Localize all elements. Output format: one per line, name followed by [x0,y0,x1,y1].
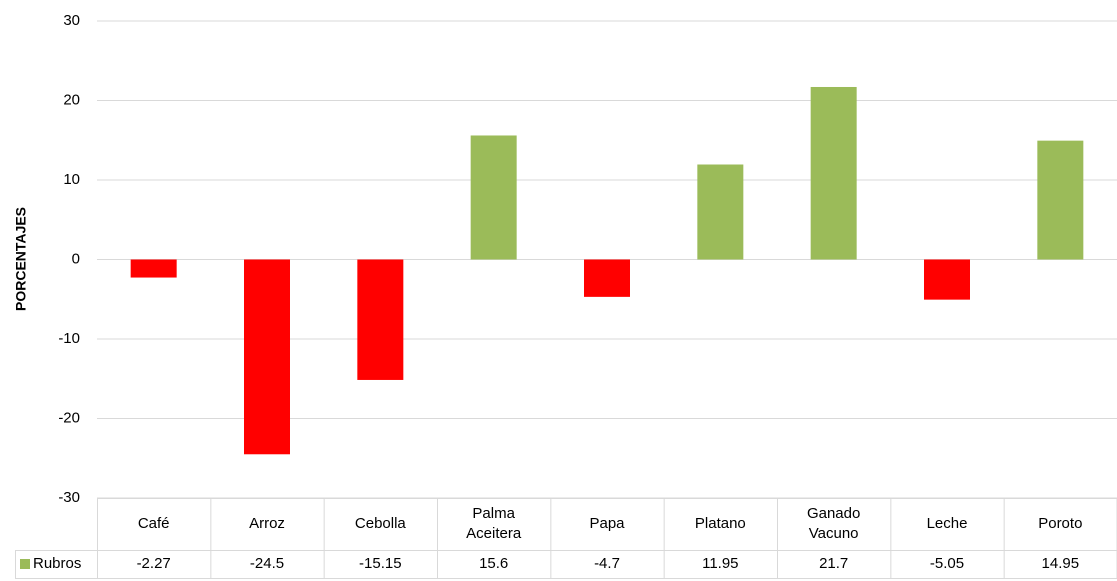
table-value: -4.7 [594,555,620,572]
bar [924,259,970,300]
y-axis-label: PORCENTAJES [13,207,29,311]
bar [584,259,630,297]
y-tick-label: -30 [58,489,80,506]
y-tick-label: 20 [63,91,80,108]
x-tick-label: Palma Aceitera [466,505,522,542]
bar [1037,140,1084,260]
x-tick-label: Platano [694,515,746,532]
x-tick-label: Cebolla [354,515,406,532]
bar [244,259,290,455]
bar [810,86,857,260]
x-tick-label: Ganado Vacuno [806,505,861,542]
table-value: 11.95 [702,555,739,572]
bar [697,164,744,260]
x-tick-label: Arroz [249,515,285,532]
legend-swatch [20,559,30,569]
table-value: 21.7 [819,555,849,572]
bar [130,259,177,278]
bar [470,135,517,260]
y-tick-label: 10 [63,171,80,188]
y-tick-label: 0 [72,250,80,267]
legend-label: Rubros [33,555,82,572]
y-tick-label: -10 [58,330,80,347]
table-value: -2.27 [136,555,171,572]
x-tick-label: Poroto [1038,515,1083,532]
x-tick-label: Leche [926,515,968,532]
y-tick-label: 30 [63,12,80,29]
y-tick-label: -20 [58,409,80,426]
x-tick-label: Papa [589,515,625,532]
bar [357,259,404,380]
table-value: -24.5 [249,555,285,572]
table-value: -15.15 [359,555,402,572]
table-value: 15.6 [479,555,509,572]
x-tick-label: Café [137,515,170,532]
table-value: 14.95 [1041,555,1080,572]
table-value: -5.05 [929,555,965,572]
